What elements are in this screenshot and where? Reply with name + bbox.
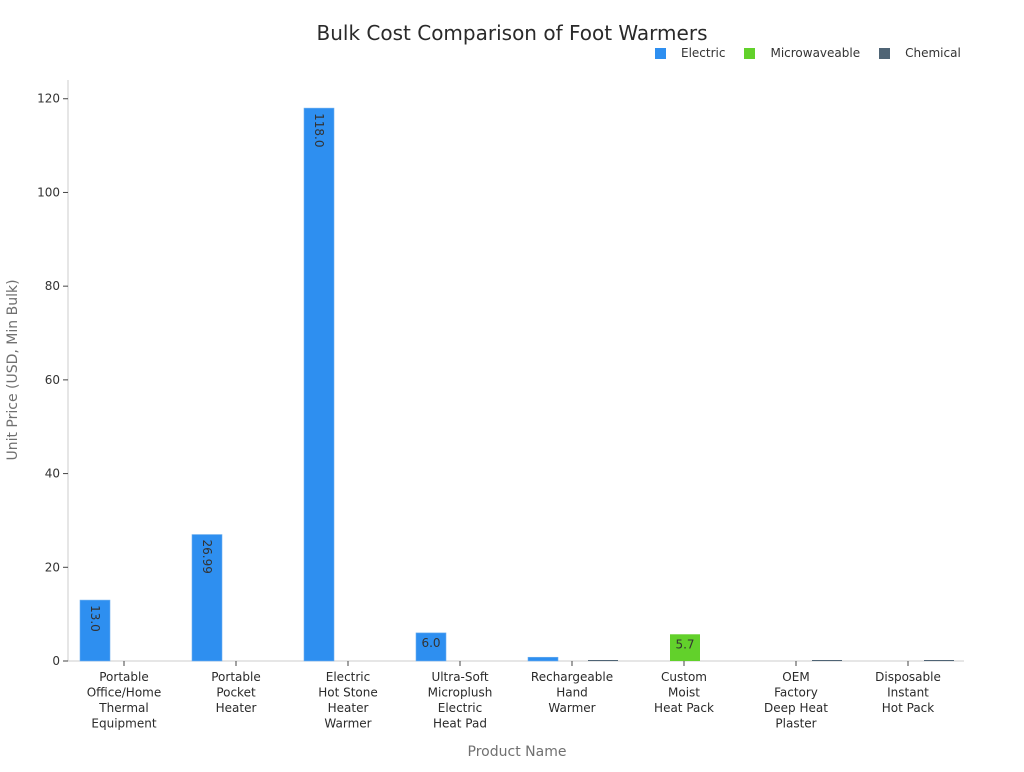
data-label: 6.0 — [421, 636, 440, 650]
y-tick-label: 60 — [45, 373, 60, 387]
y-axis-label: Unit Price (USD, Min Bulk) — [5, 279, 21, 460]
x-tick-label: Rechargeable Hand Warmer — [531, 670, 613, 715]
x-tick-label: Disposable Instant Hot Pack — [875, 670, 941, 715]
y-tick-label: 80 — [45, 279, 60, 293]
legend-swatch-microwaveable — [744, 47, 756, 59]
legend-item-electric: Electric — [655, 46, 725, 60]
legend-swatch-chemical — [879, 47, 891, 59]
axes: 0 20 40 60 80 100 120 Portable Office/Home Therma… — [37, 80, 964, 731]
bar-electric-0 — [79, 599, 111, 662]
bars — [79, 107, 954, 662]
legend-item-microwaveable: Microwaveable — [744, 46, 860, 60]
bar-electric-2 — [303, 107, 335, 662]
x-axis-label: Product Name — [468, 744, 567, 760]
x-tick-label: OEM Factory Deep Heat Plaster — [764, 670, 828, 731]
legend-item-chemical: Chemical — [879, 46, 961, 60]
x-tick-label: Portable Office/Home Thermal Equipment — [87, 670, 162, 731]
data-label: 26.99 — [200, 540, 214, 574]
data-labels: 13.0 26.99 118.0 6.0 5.7 — [88, 113, 695, 651]
data-label: 118.0 — [312, 113, 326, 147]
legend: Electric Microwaveable Chemical — [655, 46, 980, 60]
bar-electric-3 — [415, 632, 447, 662]
y-tick-label: 40 — [45, 467, 60, 481]
y-tick-label: 100 — [37, 185, 60, 199]
x-tick-label: Ultra-Soft Microplush Electric Heat Pad — [428, 670, 493, 731]
legend-label-chemical: Chemical — [905, 46, 961, 60]
bar-chemical-6 — [812, 660, 842, 661]
bar-electric-4 — [527, 656, 559, 662]
bar-chemical-7 — [924, 660, 954, 661]
legend-label-microwaveable: Microwaveable — [770, 46, 861, 60]
x-tick-label: Electric Hot Stone Heater Warmer — [318, 670, 378, 731]
x-tick-label: Custom Moist Heat Pack — [654, 670, 714, 715]
bar-microwaveable-5 — [670, 634, 700, 661]
y-tick-label: 120 — [37, 92, 60, 106]
y-tick-label: 0 — [52, 654, 60, 668]
y-tick-label: 20 — [45, 560, 60, 574]
legend-swatch-electric — [655, 47, 666, 59]
chart-title: Bulk Cost Comparison of Foot Warmers — [317, 21, 708, 45]
x-tick-label: Portable Pocket Heater — [211, 670, 260, 715]
data-label: 5.7 — [675, 637, 694, 651]
bar-chemical-4 — [588, 660, 618, 661]
data-label: 13.0 — [88, 605, 102, 632]
bar-electric-1 — [191, 534, 223, 662]
legend-label-electric: Electric — [681, 46, 726, 60]
